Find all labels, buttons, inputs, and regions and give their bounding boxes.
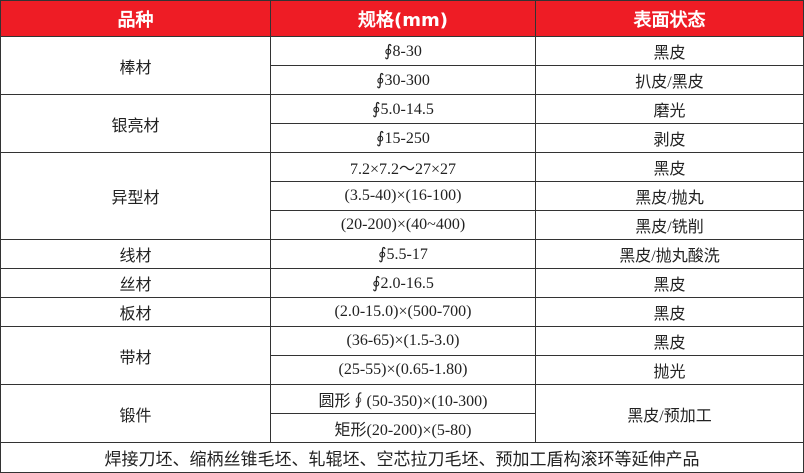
table-row: 异型材 7.2×7.2～27×27 黑皮 bbox=[0, 152, 804, 240]
table-row: 板材 (2.0-15.0)×(500-700) 黑皮 bbox=[0, 297, 804, 327]
table-row: (25-55)×(0.65-1.80) 抛光 bbox=[1, 355, 804, 385]
surface-cell: 黑皮 bbox=[535, 36, 804, 66]
footer-row: 焊接刀坯、缩柄丝锥毛坯、轧辊坯、空芯拉刀毛坯、预加工盾构滚环等延伸产品 bbox=[0, 442, 804, 473]
variety-cell: 银亮材 bbox=[0, 94, 271, 153]
spec-cell: ∮30-300 bbox=[270, 65, 536, 95]
surface-cell: 抛光 bbox=[535, 355, 804, 385]
spec-cell: ∮5.0-14.5 bbox=[270, 94, 536, 124]
table-row: ∮30-300 扒皮/黑皮 bbox=[1, 65, 804, 95]
surface-cell: 黑皮/铣削 bbox=[535, 210, 804, 240]
table-row: 银亮材 ∮5.0-14.5 磨光 bbox=[0, 94, 804, 153]
surface-cell: 黑皮 bbox=[535, 297, 804, 327]
surface-cell: 扒皮/黑皮 bbox=[535, 65, 804, 95]
surface-cell: 黑皮/抛丸 bbox=[535, 181, 804, 211]
table-row: 带材 (36-65)×(1.5-3.0) 黑皮 bbox=[0, 326, 804, 385]
table-row: (20-200)×(40~400) 黑皮/铣削 bbox=[1, 210, 804, 240]
header-variety: 品种 bbox=[0, 0, 271, 37]
table-row: 丝材 ∮2.0-16.5 黑皮 bbox=[0, 268, 804, 298]
variety-cell: 线材 bbox=[0, 239, 271, 269]
variety-cell: 锻件 bbox=[0, 384, 271, 443]
spec-cell: 7.2×7.2～27×27 bbox=[270, 152, 536, 182]
table-row: 棒材 ∮8-30 黑皮 bbox=[0, 36, 804, 95]
table-row: (3.5-40)×(16-100) 黑皮/抛丸 bbox=[1, 181, 804, 211]
spec-cell: 圆形∮(50-350)×(10-300) bbox=[270, 384, 536, 414]
surface-cell: 剥皮 bbox=[535, 123, 804, 153]
header-spec: 规格(mm) bbox=[270, 0, 536, 37]
variety-cell: 棒材 bbox=[0, 36, 271, 95]
spec-cell: ∮2.0-16.5 bbox=[270, 268, 536, 298]
spec-cell: ∮15-250 bbox=[270, 123, 536, 153]
spec-cell: (36-65)×(1.5-3.0) bbox=[270, 326, 536, 356]
variety-cell: 丝材 bbox=[0, 268, 271, 298]
spec-cell: (25-55)×(0.65-1.80) bbox=[270, 355, 536, 385]
spec-cell: ∮5.5-17 bbox=[270, 239, 536, 269]
surface-cell: 黑皮 bbox=[535, 326, 804, 356]
spec-cell: (20-200)×(40~400) bbox=[270, 210, 536, 240]
spec-cell: (3.5-40)×(16-100) bbox=[270, 181, 536, 211]
surface-cell: 黑皮 bbox=[535, 152, 804, 182]
spec-cell: 矩形(20-200)×(5-80) bbox=[270, 413, 536, 443]
surface-cell: 磨光 bbox=[535, 94, 804, 124]
variety-cell: 带材 bbox=[0, 326, 271, 385]
surface-cell: 黑皮/预加工 bbox=[535, 384, 804, 443]
header-row: 品种 规格(mm) 表面状态 bbox=[0, 0, 804, 37]
spec-cell: ∮8-30 bbox=[270, 36, 536, 66]
variety-cell: 异型材 bbox=[0, 152, 271, 240]
surface-cell: 黑皮/抛丸酸洗 bbox=[535, 239, 804, 269]
table-row: 矩形(20-200)×(5-80) bbox=[1, 413, 804, 443]
header-surface: 表面状态 bbox=[535, 0, 804, 37]
footer-note: 焊接刀坯、缩柄丝锥毛坯、轧辊坯、空芯拉刀毛坯、预加工盾构滚环等延伸产品 bbox=[0, 442, 804, 473]
variety-cell: 板材 bbox=[0, 297, 271, 327]
spec-cell: (2.0-15.0)×(500-700) bbox=[270, 297, 536, 327]
surface-cell: 黑皮 bbox=[535, 268, 804, 298]
table-row: ∮15-250 剥皮 bbox=[1, 123, 804, 153]
table-row: 线材 ∮5.5-17 黑皮/抛丸酸洗 bbox=[0, 239, 804, 269]
table-row: 锻件 圆形∮(50-350)×(10-300) 黑皮/预加工 bbox=[0, 384, 804, 443]
